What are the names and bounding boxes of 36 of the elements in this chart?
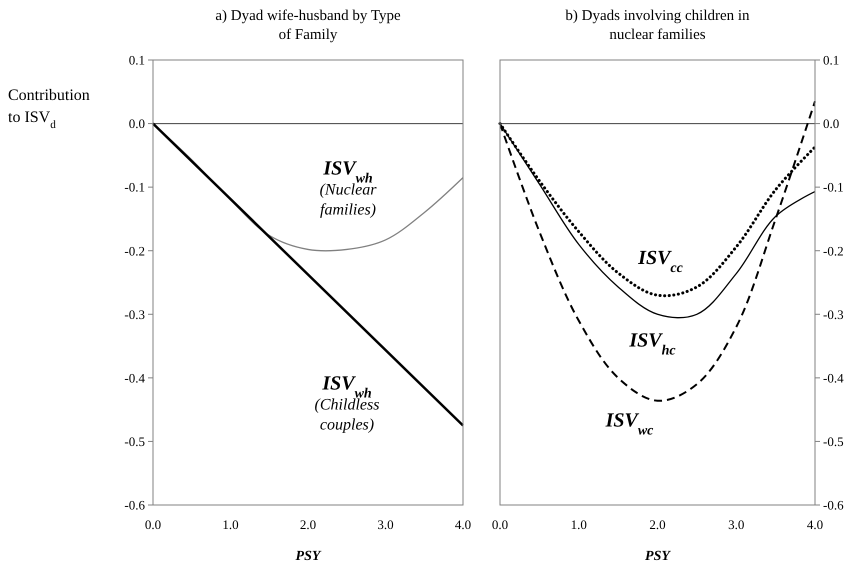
x-tick-label: 1.0 [570,517,587,532]
y2-tick-label: 0.1 [823,52,840,68]
series-label: ISV$_{wc}$ [604,410,654,438]
y-tick-label: -0.4 [124,370,146,386]
x-tick-label: 0.0 [492,517,508,532]
y2-tick-label: 0.0 [823,116,840,132]
x-tick-label: 2.0 [300,517,316,532]
x-axis-title: PSY [296,549,322,564]
y-tick-label: 0.0 [128,116,145,132]
y-tick-label: -0.1 [124,180,145,195]
series-label: ISV$_{wh}$ (Childless couples) [314,372,380,434]
y2-tick-label: -0.6 [823,498,844,513]
y-tick-label: -0.6 [124,498,146,513]
y2-tick-label: -0.2 [823,243,844,258]
chart-title: a) Dyad wife-husband by Type of Family [215,8,401,43]
y-tick-label: -0.3 [124,306,145,322]
y2-tick-label: -0.1 [823,180,844,195]
series-label: ISV$_{hc}$ [628,329,676,358]
x-axis-title: PSY [645,549,672,564]
y-axis-title: Contribution to ISV$_{d}$ [8,87,90,131]
x-tick-label: 3.0 [377,517,394,532]
x-tick-label: 4.0 [806,517,824,532]
y-tick-label: -0.2 [124,243,145,258]
series-label: ISV$_{wh}$ (Nuclear families) [320,157,378,218]
x-tick-label: 1.0 [222,517,239,532]
x-tick-label: 3.0 [728,517,744,532]
series-label: ISV$_{cc}$ [637,247,684,276]
y2-tick-label: -0.4 [823,370,844,386]
y-tick-label: -0.5 [124,434,145,449]
chart-title: b) Dyads involving children in nuclear families [565,8,750,43]
y2-tick-label: -0.5 [823,434,844,449]
x-tick-label: 4.0 [454,517,472,532]
y-tick-label: 0.1 [128,52,145,68]
y2-tick-label: -0.3 [823,306,844,322]
x-tick-label: 2.0 [649,517,666,532]
x-tick-label: 0.0 [144,517,162,532]
